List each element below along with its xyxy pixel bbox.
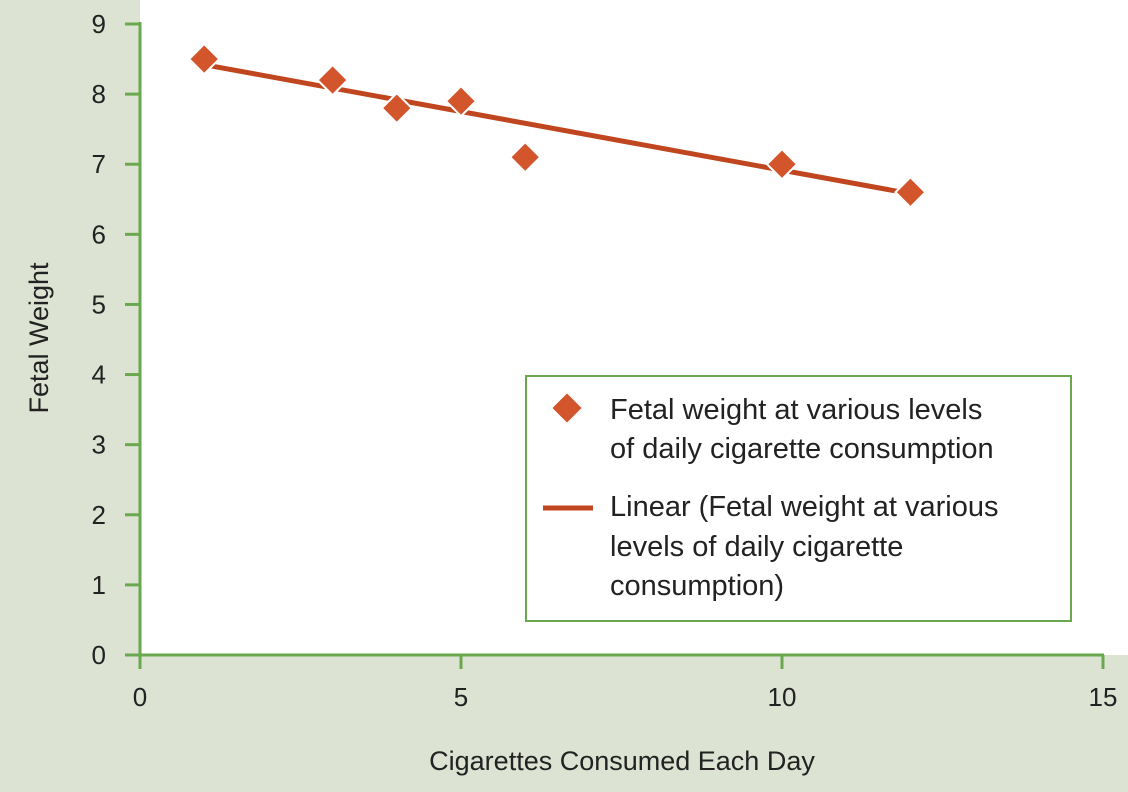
y-axis-ticks: 0 1 2 3 4 5 6 7 8 9 — [92, 9, 140, 670]
y-tick-label: 0 — [92, 640, 106, 670]
x-tick-label: 0 — [133, 682, 147, 712]
legend-label-linear-line-3: consumption) — [610, 570, 784, 602]
y-tick-label: 6 — [92, 219, 106, 249]
series-layer — [187, 42, 927, 209]
legend-label-scatter: Fetal weight at various levels of daily … — [610, 394, 994, 465]
legend-label-linear: Linear (Fetal weight at various levels o… — [610, 491, 1007, 602]
x-tick-label: 10 — [768, 682, 797, 712]
legend-label-linear-line-2: levels of daily cigarette — [610, 531, 903, 563]
data-point — [765, 147, 799, 181]
x-axis-ticks: 0 5 10 15 — [133, 655, 1118, 712]
y-tick-label: 3 — [92, 430, 106, 460]
y-tick-label: 5 — [92, 289, 106, 319]
y-tick-label: 2 — [92, 500, 106, 530]
legend-marker-diamond — [549, 390, 585, 426]
data-point — [316, 63, 350, 97]
data-point — [508, 140, 542, 174]
legend-label-scatter-line-2: of daily cigarette consumption — [610, 433, 994, 465]
y-axis-title: Fetal Weight — [24, 262, 54, 414]
data-point — [187, 42, 221, 76]
y-tick-label: 8 — [92, 79, 106, 109]
legend-box — [525, 375, 1072, 622]
y-tick-label: 4 — [92, 360, 106, 390]
data-point — [444, 84, 478, 118]
y-tick-label: 7 — [92, 149, 106, 179]
data-point — [380, 91, 414, 125]
y-tick-label: 9 — [92, 9, 106, 39]
x-tick-label: 5 — [454, 682, 468, 712]
data-point — [893, 175, 927, 209]
y-tick-label: 1 — [92, 570, 106, 600]
legend-label-linear-line-1: Linear (Fetal weight at various — [610, 491, 998, 523]
legend-label-scatter-line-1: Fetal weight at various levels — [610, 394, 982, 426]
x-axis-title: Cigarettes Consumed Each Day — [429, 746, 815, 776]
x-tick-label: 15 — [1089, 682, 1118, 712]
legend: Fetal weight at various levels of daily … — [525, 375, 1072, 622]
trend-line — [203, 62, 911, 197]
